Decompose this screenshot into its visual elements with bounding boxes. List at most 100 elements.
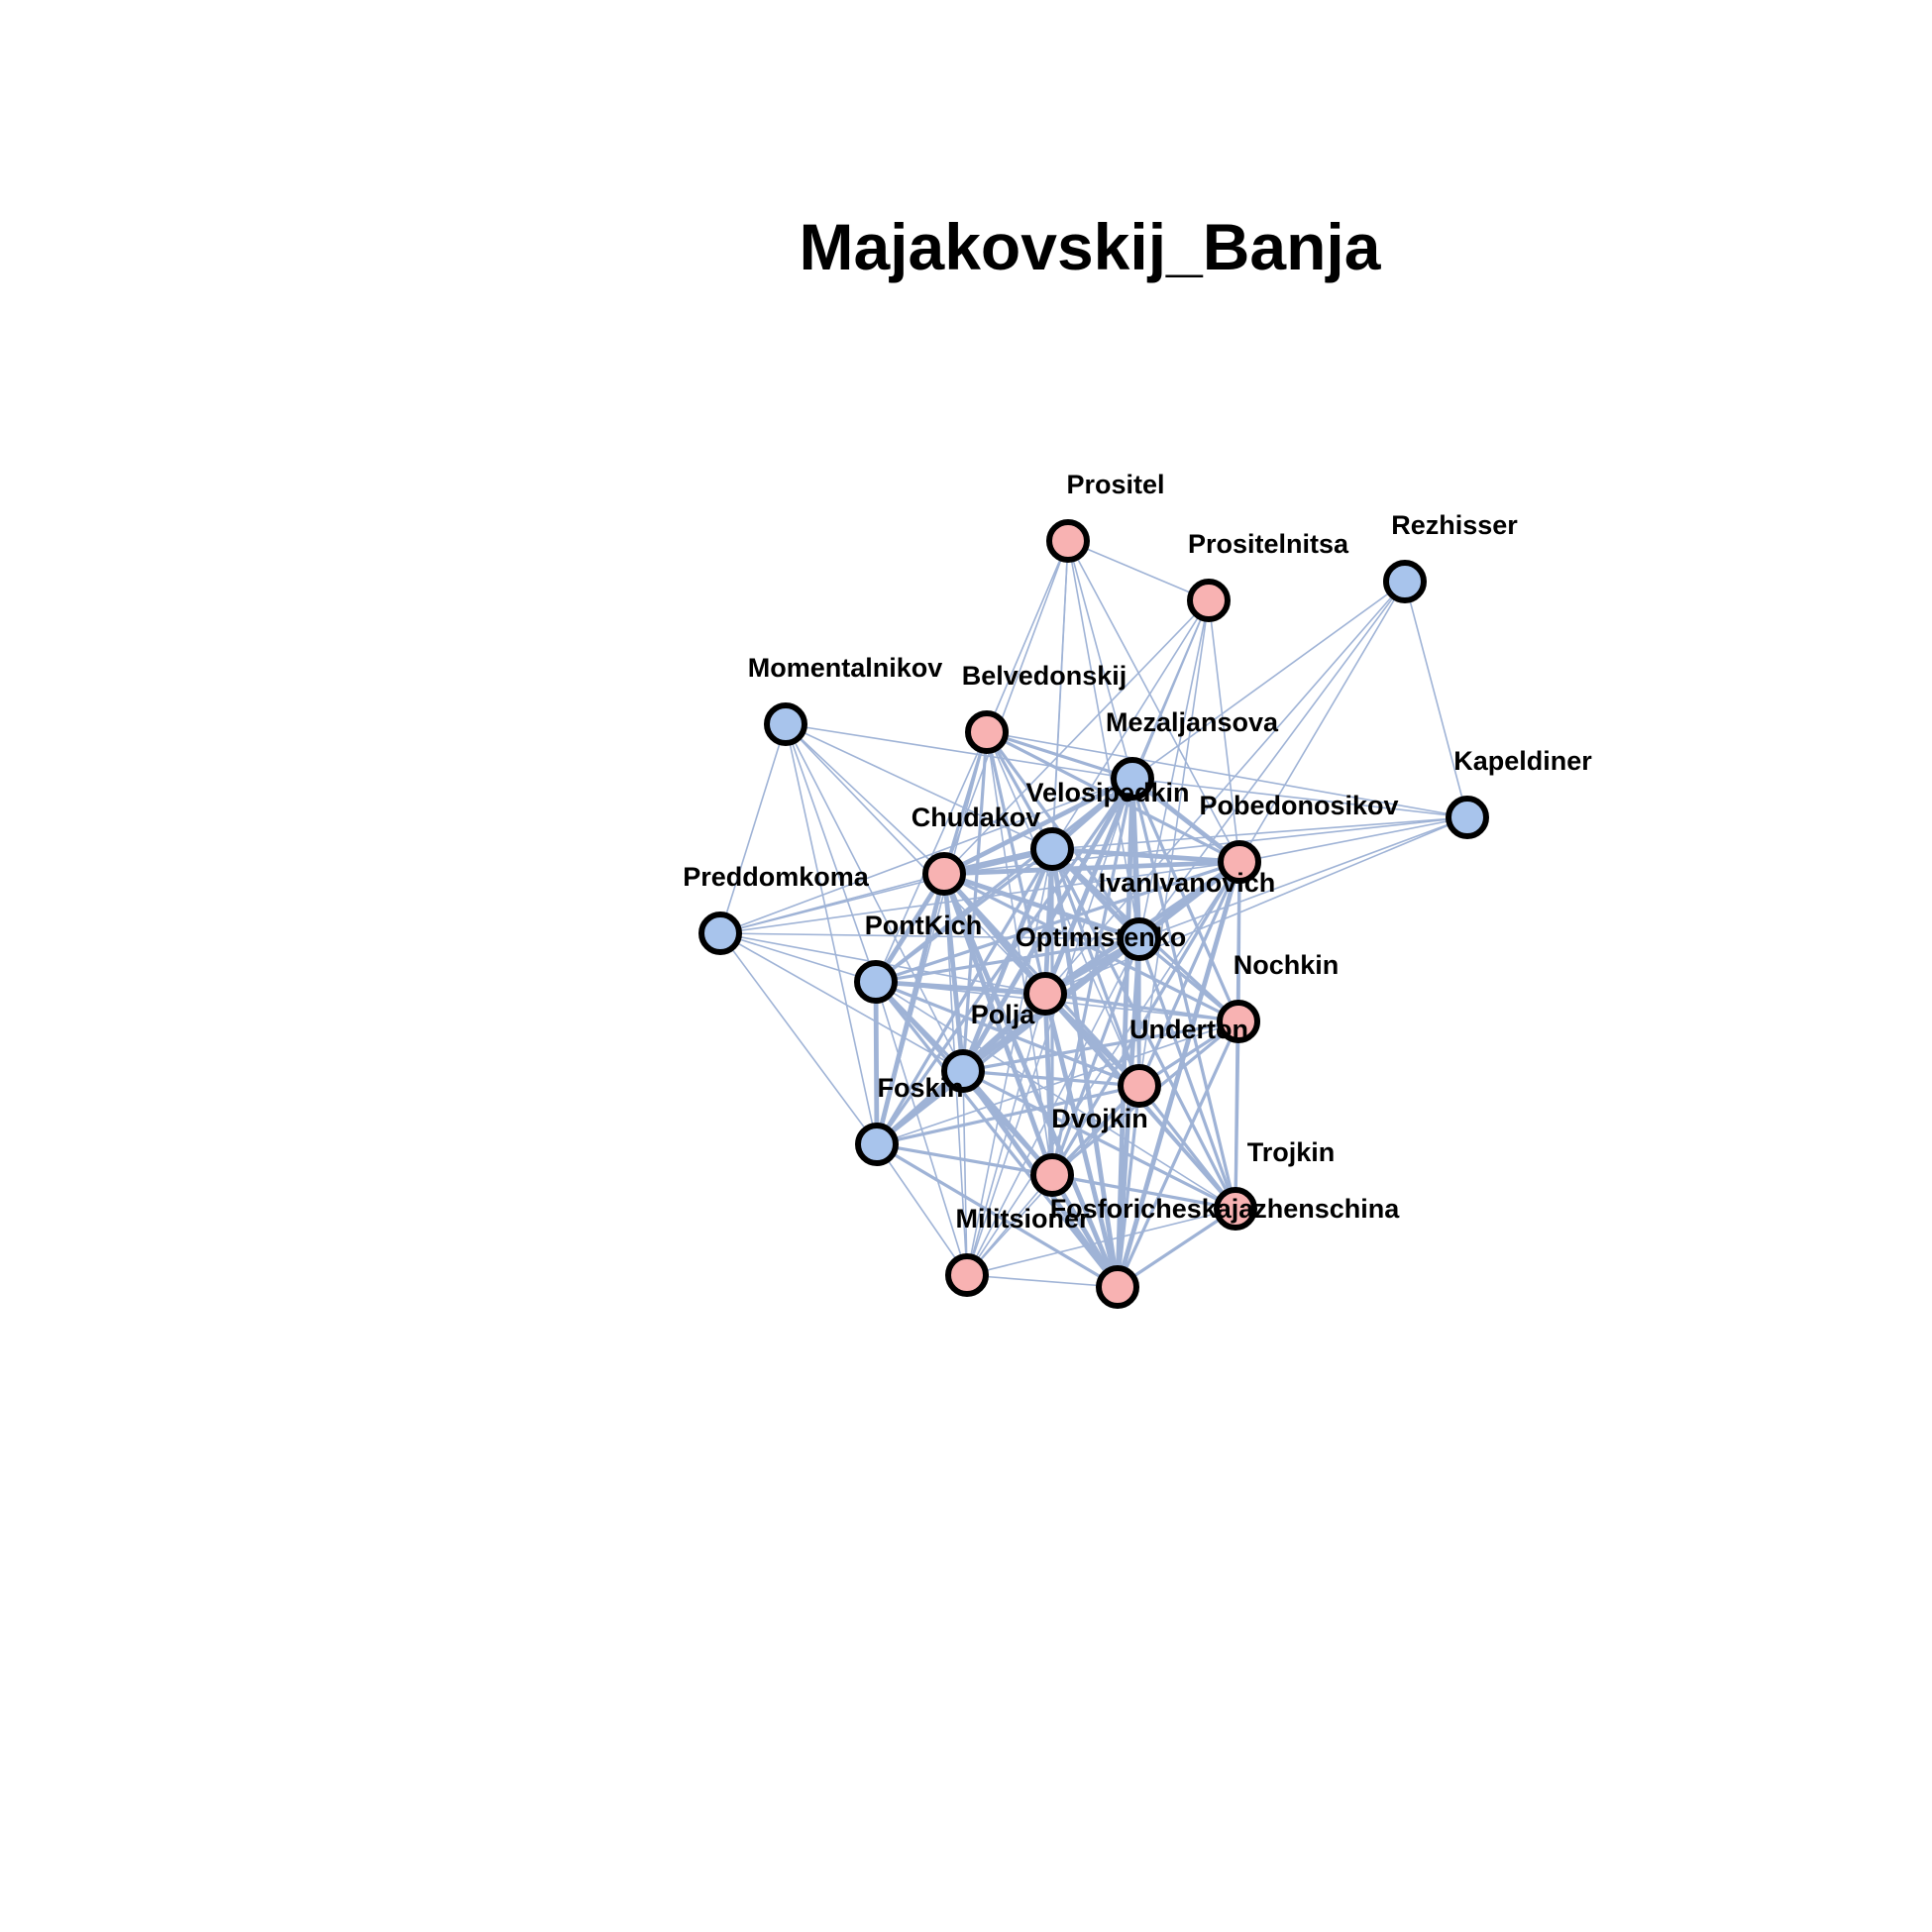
node-underton[interactable] bbox=[1118, 1064, 1161, 1108]
edge-pontkich-underton bbox=[874, 980, 1141, 1088]
edge-prositel-chudakov bbox=[943, 540, 1069, 875]
node-label-pobedonosikov: Pobedonosikov bbox=[1199, 791, 1398, 820]
edge-rezhisser-mezaljansova bbox=[1131, 581, 1406, 780]
node-label-prositel: Prositel bbox=[1066, 470, 1164, 499]
edge-momentalnikov-chudakov bbox=[785, 723, 945, 875]
edge-velosipedkin-pobedonosikov bbox=[1049, 846, 1242, 865]
edge-trojkin-fosforicheskajazhenschina bbox=[1116, 1207, 1237, 1289]
nodes-layer bbox=[698, 519, 1489, 1309]
node-velosipedkin[interactable] bbox=[1030, 827, 1074, 871]
node-prositel[interactable] bbox=[1046, 519, 1090, 563]
node-label-chudakov: Chudakov bbox=[912, 803, 1041, 832]
edge-preddomkoma-foskin bbox=[719, 932, 878, 1145]
edge-kapeldiner-pobedonosikov bbox=[1238, 816, 1468, 863]
edge-momentalnikov-preddomkoma bbox=[719, 723, 787, 934]
edge-prositelnitsa-chudakov bbox=[943, 599, 1210, 875]
edge-momentalnikov-pontkich bbox=[785, 723, 877, 983]
node-label-ivanivanovich: IvanIvanovich bbox=[1099, 868, 1276, 898]
edge-foskin-militsioner bbox=[876, 1143, 968, 1276]
edge-preddomkoma-polja bbox=[719, 932, 964, 1072]
node-label-trojkin: Trojkin bbox=[1247, 1137, 1336, 1167]
edge-polja-underton bbox=[961, 1069, 1141, 1088]
edge-trojkin-militsioner bbox=[966, 1208, 1236, 1276]
node-chudakov[interactable] bbox=[922, 852, 966, 896]
node-label-belvedonskij: Belvedonskij bbox=[962, 661, 1127, 691]
edge-polja-militsioner bbox=[962, 1070, 968, 1276]
edge-pontkich-trojkin bbox=[875, 981, 1236, 1210]
edge-underton-fosforicheskajazhenschina bbox=[1116, 1084, 1141, 1289]
edge-belvedonskij-kapeldiner bbox=[986, 731, 1468, 818]
node-fosforicheskajazhenschina[interactable] bbox=[1096, 1265, 1139, 1309]
edge-ivanivanovich-dvojkin bbox=[1050, 937, 1141, 1177]
node-label-mezaljansova: Mezaljansova bbox=[1106, 707, 1279, 737]
edge-rezhisser-kapeldiner bbox=[1404, 581, 1468, 818]
node-optimistenko[interactable] bbox=[1023, 972, 1067, 1016]
edge-pobedonosikov-preddomkoma bbox=[719, 861, 1240, 934]
edge-optimistenko-dvojkin bbox=[1042, 991, 1055, 1178]
edge-belvedonskij-velosipedkin bbox=[985, 730, 1054, 851]
edge-chudakov-preddomkoma bbox=[719, 873, 945, 934]
node-ivanivanovich[interactable] bbox=[1118, 917, 1161, 961]
node-label-optimistenko: Optimistenko bbox=[1016, 922, 1187, 952]
edge-ivanivanovich-militsioner bbox=[966, 938, 1140, 1276]
node-momentalnikov[interactable] bbox=[764, 702, 807, 746]
edge-mezaljansova-fosforicheskajazhenschina bbox=[1115, 776, 1135, 1290]
edge-underton-trojkin bbox=[1137, 1084, 1237, 1211]
edge-optimistenko-nochkin bbox=[1043, 992, 1240, 1023]
edge-optimistenko-fosforicheskajazhenschina bbox=[1042, 991, 1121, 1290]
node-rezhisser[interactable] bbox=[1383, 560, 1427, 603]
edge-mezaljansova-militsioner bbox=[966, 778, 1133, 1276]
node-label-pontkich: PontKich bbox=[865, 911, 983, 940]
edge-nochkin-trojkin bbox=[1234, 1020, 1240, 1211]
node-nochkin[interactable] bbox=[1217, 1000, 1260, 1043]
edge-pobedonosikov-fosforicheskajazhenschina bbox=[1115, 859, 1242, 1290]
edge-prositel-prositelnitsa bbox=[1067, 540, 1210, 601]
node-label-dvojkin: Dvojkin bbox=[1051, 1104, 1148, 1133]
edge-mezaljansova-preddomkoma bbox=[719, 778, 1133, 934]
edge-chudakov-polja bbox=[941, 871, 966, 1074]
node-label-fosforicheskajazhenschina: Fosforicheskajazhenschina bbox=[1050, 1194, 1401, 1224]
edge-chudakov-ivanivanovich bbox=[941, 871, 1142, 942]
edge-momentalnikov-optimistenko bbox=[785, 723, 1046, 995]
node-belvedonskij[interactable] bbox=[965, 710, 1009, 754]
edge-momentalnikov-polja bbox=[785, 723, 964, 1072]
edge-preddomkoma-pontkich bbox=[719, 932, 877, 983]
node-trojkin[interactable] bbox=[1214, 1187, 1257, 1231]
edge-prositel-belvedonskij bbox=[986, 540, 1069, 733]
node-label-nochkin: Nochkin bbox=[1234, 950, 1340, 980]
node-foskin[interactable] bbox=[855, 1123, 899, 1166]
node-label-foskin: Foskin bbox=[877, 1073, 963, 1103]
edge-momentalnikov-mezaljansova bbox=[785, 723, 1133, 780]
edge-velosipedkin-trojkin bbox=[1050, 847, 1237, 1211]
edge-pobedonosikov-militsioner bbox=[966, 861, 1240, 1276]
edge-belvedonskij-mezaljansova bbox=[985, 730, 1134, 781]
edge-underton-foskin bbox=[875, 1084, 1141, 1146]
node-label-kapeldiner: Kapeldiner bbox=[1453, 746, 1592, 776]
edge-mezaljansova-kapeldiner bbox=[1131, 778, 1468, 818]
edge-velosipedkin-fosforicheskajazhenschina bbox=[1049, 846, 1121, 1290]
edge-prositelnitsa-underton bbox=[1138, 599, 1210, 1087]
node-label-preddomkoma: Preddomkoma bbox=[683, 862, 870, 892]
node-militsioner[interactable] bbox=[945, 1253, 989, 1297]
edge-ivanivanovich-pontkich bbox=[874, 937, 1141, 984]
edge-foskin-fosforicheskajazhenschina bbox=[875, 1142, 1120, 1289]
node-polja[interactable] bbox=[941, 1049, 985, 1093]
edge-dvojkin-militsioner bbox=[966, 1174, 1053, 1276]
node-preddomkoma[interactable] bbox=[698, 912, 742, 955]
edge-prositelnitsa-pobedonosikov bbox=[1208, 599, 1240, 863]
edge-mezaljansova-chudakov bbox=[941, 776, 1135, 877]
node-pobedonosikov[interactable] bbox=[1218, 840, 1261, 884]
node-kapeldiner[interactable] bbox=[1446, 796, 1489, 839]
node-dvojkin[interactable] bbox=[1030, 1153, 1074, 1197]
edge-pobedonosikov-underton bbox=[1137, 860, 1241, 1088]
labels-layer: Prositel Prositelnitsa Rezhisser Momentalni… bbox=[683, 470, 1592, 1234]
node-mezaljansova[interactable] bbox=[1111, 757, 1154, 801]
edge-pontkich-optimistenko bbox=[873, 979, 1048, 997]
edge-chudakov-dvojkin bbox=[941, 871, 1055, 1178]
node-pontkich[interactable] bbox=[854, 960, 898, 1004]
diagram-title: Majakovskij_Banja bbox=[800, 210, 1382, 283]
node-prositelnitsa[interactable] bbox=[1187, 579, 1231, 622]
edge-pobedonosikov-dvojkin bbox=[1050, 860, 1241, 1177]
edge-prositelnitsa-ivanivanovich bbox=[1138, 599, 1210, 940]
